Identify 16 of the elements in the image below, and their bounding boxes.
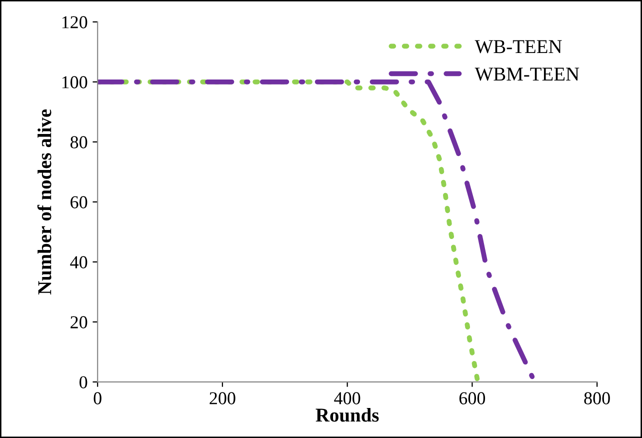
y-axis-title: Number of nodes alive xyxy=(37,109,52,295)
y-tick-label: 20 xyxy=(70,316,88,328)
y-tick-label: 120 xyxy=(62,16,88,28)
x-tick-label: 200 xyxy=(210,392,236,404)
y-tick-label: 60 xyxy=(70,196,88,208)
x-tick-label: 600 xyxy=(459,392,486,404)
x-tick-label: 800 xyxy=(584,392,610,404)
y-tick-label: 100 xyxy=(62,76,88,88)
y-tick-label: 0 xyxy=(80,376,88,388)
y-tick-label: 40 xyxy=(70,256,88,268)
x-tick-label: 0 xyxy=(94,392,102,404)
x-axis-title: Rounds xyxy=(316,408,379,422)
y-tick-label: 80 xyxy=(70,136,88,148)
x-tick-label: 400 xyxy=(334,392,360,404)
legend-label: WB-TEEN xyxy=(474,40,562,54)
legend-label: WBM-TEEN xyxy=(474,68,580,81)
